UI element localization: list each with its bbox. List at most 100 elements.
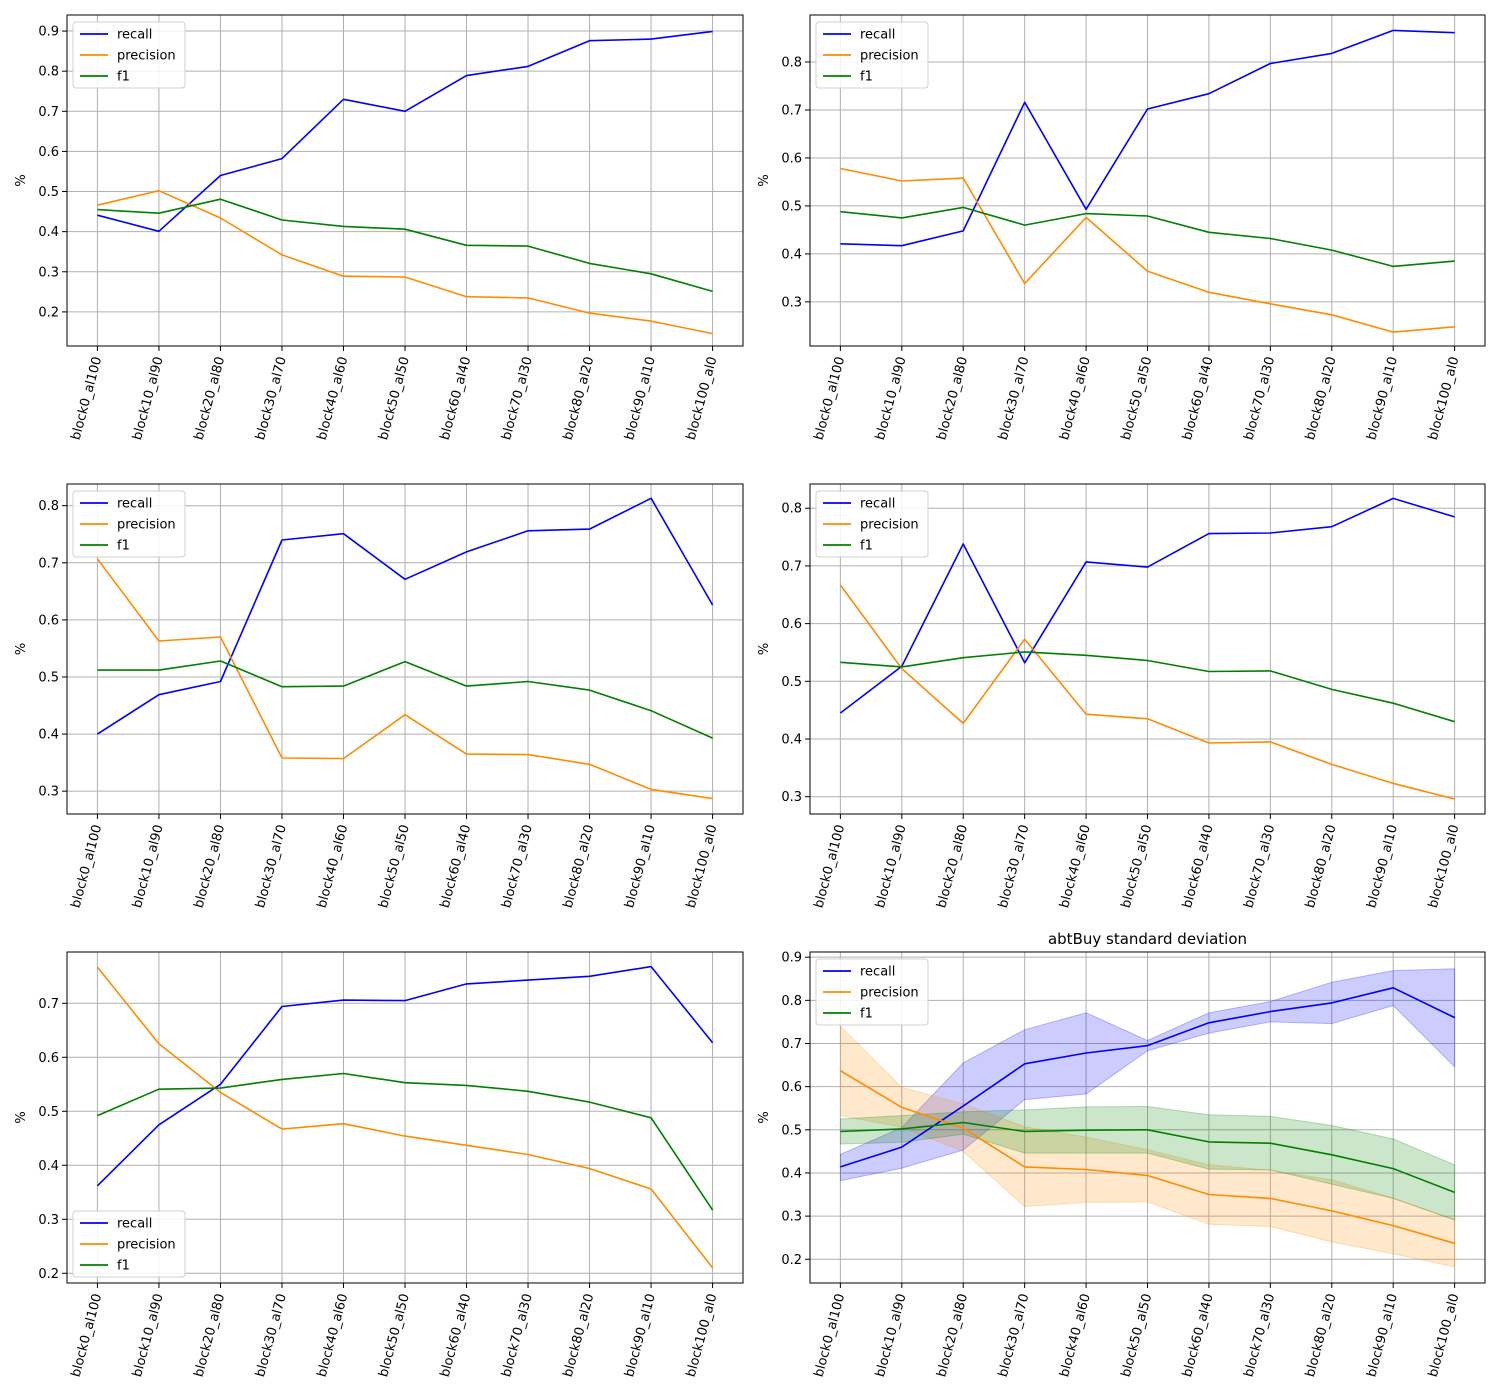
legend-box bbox=[815, 490, 929, 558]
series-line-f1 bbox=[97, 660, 713, 739]
x-tick-label: block30_al70 bbox=[996, 823, 1033, 910]
x-tick-label: block50_al50 bbox=[376, 1292, 413, 1379]
y-axis-label: % bbox=[757, 1111, 772, 1123]
y-tick-label: 0.4 bbox=[38, 225, 59, 240]
y-tick-label: 0.3 bbox=[38, 265, 59, 280]
x-tick-label: block70_al30 bbox=[499, 823, 536, 910]
chart-panel-2: block0_al100 block10_al90 block20_al80 bloc… bbox=[757, 14, 1486, 442]
x-tick-label: block40_al60 bbox=[1057, 823, 1094, 910]
x-tick-label: block100_al0 bbox=[684, 1292, 721, 1379]
y-tick-label: 0.3 bbox=[38, 785, 59, 800]
x-tick-label: block70_al30 bbox=[1242, 823, 1279, 910]
y-axis-label: % bbox=[14, 643, 29, 655]
legend-label-precision: precision bbox=[117, 518, 176, 533]
y-tick-label: 0.8 bbox=[781, 502, 802, 517]
x-tick-label: block10_al90 bbox=[873, 355, 910, 442]
series-line-precision bbox=[839, 1070, 1455, 1245]
x-tick-label: block50_al50 bbox=[1119, 823, 1156, 910]
series-line-precision bbox=[96, 558, 713, 800]
x-tick-label: block100_al0 bbox=[684, 823, 721, 910]
y-tick-label: 0.5 bbox=[38, 1105, 59, 1120]
y-tick-label: 0.7 bbox=[38, 556, 59, 571]
x-tick-label: block90_al10 bbox=[1364, 1292, 1401, 1379]
legend: recall precision f1 bbox=[815, 490, 929, 558]
x-tick-label: block90_al10 bbox=[1364, 355, 1401, 442]
legend-label-f1: f1 bbox=[860, 70, 873, 85]
series-line-precision bbox=[840, 167, 1455, 333]
chart-panel-5: block0_al100 block10_al90 block20_al80 bloc… bbox=[14, 951, 744, 1379]
y-tick-label: 0.4 bbox=[38, 1159, 59, 1174]
x-tick-label: block100_al0 bbox=[1426, 1292, 1463, 1379]
series-line-recall bbox=[839, 497, 1455, 714]
y-tick-label: 0.5 bbox=[38, 185, 59, 200]
y-tick-label: 0.7 bbox=[38, 997, 59, 1012]
legend: recall precision f1 bbox=[815, 21, 929, 89]
legend: recall precision f1 bbox=[72, 490, 186, 558]
plot-frame bbox=[809, 14, 1486, 347]
y-tick-label: 0.2 bbox=[38, 305, 59, 320]
y-tick-label: 0.8 bbox=[38, 65, 59, 80]
x-tick-label: block30_al70 bbox=[996, 355, 1033, 442]
y-tick-label: 0.9 bbox=[38, 25, 59, 40]
plot-frame bbox=[66, 14, 744, 347]
x-tick-label: block10_al90 bbox=[130, 823, 167, 910]
x-tick-label: block100_al0 bbox=[1426, 355, 1463, 442]
legend-box bbox=[72, 490, 186, 558]
legend-label-f1: f1 bbox=[860, 539, 873, 554]
y-tick-label: 0.7 bbox=[38, 105, 59, 120]
x-tick-label: block30_al70 bbox=[996, 1292, 1033, 1379]
y-tick-label: 0.3 bbox=[781, 295, 802, 310]
y-axis-label: % bbox=[14, 174, 29, 186]
legend-label-precision: precision bbox=[860, 518, 919, 533]
y-tick-label: 0.8 bbox=[38, 499, 59, 514]
x-tick-label: block20_al80 bbox=[192, 355, 229, 442]
legend-label-precision: precision bbox=[860, 49, 919, 64]
legend-label-f1: f1 bbox=[117, 1259, 130, 1274]
x-tick-label: block60_al40 bbox=[438, 355, 475, 442]
band-f1 bbox=[839, 1105, 1456, 1221]
x-tick-label: block10_al90 bbox=[873, 1292, 910, 1379]
y-tick-label: 0.6 bbox=[781, 617, 802, 632]
legend-label-precision: precision bbox=[860, 986, 919, 1001]
x-tick-label: block40_al60 bbox=[315, 823, 352, 910]
x-tick-label: block80_al20 bbox=[1303, 823, 1340, 910]
x-tick-label: block70_al30 bbox=[499, 355, 536, 442]
x-tick-label: block70_al30 bbox=[1242, 1292, 1279, 1379]
legend-label-f1: f1 bbox=[117, 539, 130, 554]
x-tick-label: block40_al60 bbox=[315, 1292, 352, 1379]
x-tick-label: block60_al40 bbox=[1180, 1292, 1217, 1379]
y-axis-label: % bbox=[757, 643, 772, 655]
y-tick-label: 0.3 bbox=[38, 1213, 59, 1228]
y-tick-label: 0.3 bbox=[781, 1210, 802, 1225]
x-tick-label: block20_al80 bbox=[192, 1292, 229, 1379]
y-tick-label: 0.4 bbox=[781, 247, 802, 262]
x-tick-label: block50_al50 bbox=[1119, 355, 1156, 442]
y-tick-label: 0.8 bbox=[781, 994, 802, 1009]
band-precision bbox=[839, 1024, 1456, 1268]
x-tick-label: block70_al30 bbox=[499, 1292, 536, 1379]
x-tick-label: block50_al50 bbox=[376, 355, 413, 442]
x-tick-label: block50_al50 bbox=[1119, 1292, 1156, 1379]
band-recall bbox=[839, 968, 1456, 1182]
series-line-f1 bbox=[97, 198, 713, 293]
x-tick-label: block100_al0 bbox=[684, 355, 721, 442]
x-tick-label: block30_al70 bbox=[253, 823, 290, 910]
chart-panel-6: block0_al100 block10_al90 block20_al80 bloc… bbox=[757, 930, 1486, 1379]
legend: recall precision f1 bbox=[72, 1210, 186, 1278]
x-tick-label: block90_al10 bbox=[622, 355, 659, 442]
y-tick-label: 0.5 bbox=[781, 1123, 802, 1138]
y-tick-label: 0.5 bbox=[781, 675, 802, 690]
plot-frame bbox=[809, 483, 1486, 815]
x-tick-label: block80_al20 bbox=[1303, 355, 1340, 442]
chart-title: abtBuy standard deviation bbox=[1048, 930, 1247, 948]
x-tick-label: block0_al100 bbox=[812, 355, 849, 442]
legend-box bbox=[815, 958, 929, 1026]
x-tick-label: block40_al60 bbox=[315, 355, 352, 442]
x-tick-label: block0_al100 bbox=[69, 823, 106, 910]
series-line-recall bbox=[96, 965, 714, 1187]
x-tick-label: block40_al60 bbox=[1057, 1292, 1094, 1379]
legend-label-precision: precision bbox=[117, 49, 176, 64]
legend-label-recall: recall bbox=[860, 28, 895, 43]
x-tick-label: block80_al20 bbox=[1303, 1292, 1340, 1379]
